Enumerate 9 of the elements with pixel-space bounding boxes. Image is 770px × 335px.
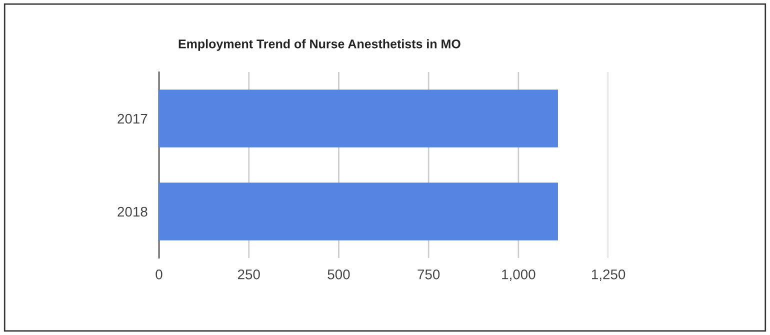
x-tick-label: 750: [418, 269, 440, 280]
x-tick-label: 1,000: [502, 269, 536, 281]
chart-title: Employment Trend of Nurse Anesthetists in MO: [178, 39, 460, 51]
x-tick-label: 250: [238, 269, 260, 280]
x-tick-label: 500: [328, 269, 350, 280]
y-tick-label: 2017: [118, 114, 148, 124]
y-tick-label: 2018: [118, 206, 148, 217]
x-tick-label: 1,250: [592, 269, 626, 281]
x-tick-label: 0: [156, 269, 162, 280]
